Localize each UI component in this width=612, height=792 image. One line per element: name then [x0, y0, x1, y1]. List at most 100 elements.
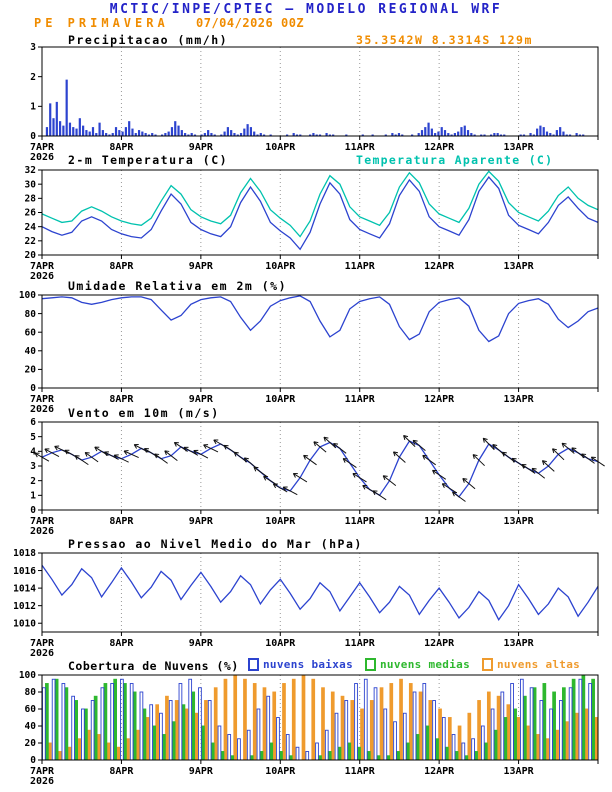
page-title: MCTIC/INPE/CPTEC — MODELO REGIONAL WRF: [109, 2, 503, 17]
svg-text:12APR: 12APR: [424, 142, 455, 153]
svg-text:13APR: 13APR: [504, 142, 535, 153]
svg-text:11APR: 11APR: [345, 142, 376, 153]
svg-text:7APR: 7APR: [30, 766, 55, 777]
svg-text:20: 20: [25, 365, 37, 376]
panel-title-clouds: Cobertura de Nuvens (%): [68, 659, 239, 673]
station-name: PE PRIMAVERA: [34, 16, 169, 30]
svg-text:9APR: 9APR: [189, 394, 214, 405]
legend-label-high-clouds: nuvens altas: [497, 658, 581, 671]
location-coords: 35.3542W 8.3314S 129m: [356, 33, 533, 47]
svg-text:7APR: 7APR: [30, 638, 55, 649]
panel-title-temperature: 2-m Temperatura (C): [68, 153, 229, 167]
panel-title-pressure: Pressao ao Nivel Medio do Mar (hPa): [68, 537, 363, 551]
svg-text:10APR: 10APR: [265, 516, 296, 527]
svg-text:3: 3: [30, 461, 36, 472]
svg-text:1016: 1016: [13, 566, 36, 577]
svg-text:1012: 1012: [13, 601, 36, 612]
legend-apparent-temperature: Temperatura Aparente (C): [356, 153, 554, 167]
legend-item-low-clouds: nuvens baixas: [248, 658, 353, 671]
svg-text:80: 80: [25, 687, 37, 698]
svg-text:10APR: 10APR: [265, 142, 296, 153]
svg-text:7APR: 7APR: [30, 142, 55, 153]
svg-text:28: 28: [25, 194, 37, 205]
svg-text:2: 2: [30, 72, 36, 83]
panel-title-wind: Vento em 10m (m/s): [68, 406, 220, 420]
svg-text:24: 24: [25, 222, 37, 233]
svg-text:13APR: 13APR: [504, 638, 535, 649]
svg-text:12APR: 12APR: [424, 261, 455, 272]
legend-label-low-clouds: nuvens baixas: [263, 658, 353, 671]
legend-item-high-clouds: nuvens altas: [482, 658, 580, 671]
svg-text:2026: 2026: [30, 776, 54, 787]
svg-text:60: 60: [25, 704, 37, 715]
svg-text:2026: 2026: [30, 152, 54, 163]
svg-text:0: 0: [30, 131, 36, 142]
low-clouds-swatch-icon: [248, 658, 259, 671]
svg-text:32: 32: [25, 165, 36, 176]
svg-text:11APR: 11APR: [345, 261, 376, 272]
svg-text:0: 0: [30, 755, 36, 766]
svg-text:30: 30: [25, 179, 37, 190]
svg-text:8APR: 8APR: [109, 142, 134, 153]
svg-text:0: 0: [30, 505, 36, 516]
svg-text:5: 5: [30, 432, 36, 443]
svg-text:40: 40: [25, 346, 37, 357]
high-clouds-swatch-icon: [482, 658, 493, 671]
svg-text:1: 1: [30, 491, 36, 502]
svg-text:22: 22: [25, 236, 36, 247]
svg-text:9APR: 9APR: [189, 142, 214, 153]
svg-text:8APR: 8APR: [109, 516, 134, 527]
svg-text:13APR: 13APR: [504, 394, 535, 405]
svg-text:3: 3: [30, 42, 36, 53]
svg-text:1018: 1018: [13, 548, 36, 559]
svg-text:4: 4: [30, 447, 36, 458]
svg-text:1010: 1010: [13, 618, 36, 629]
svg-text:20: 20: [25, 738, 37, 749]
svg-text:11APR: 11APR: [345, 766, 376, 777]
svg-text:2026: 2026: [30, 404, 54, 415]
mid-clouds-swatch-icon: [365, 658, 376, 671]
svg-text:13APR: 13APR: [504, 766, 535, 777]
svg-text:7APR: 7APR: [30, 394, 55, 405]
svg-text:60: 60: [25, 327, 37, 338]
svg-text:7APR: 7APR: [30, 261, 55, 272]
svg-text:2026: 2026: [30, 526, 54, 537]
svg-text:10APR: 10APR: [265, 638, 296, 649]
svg-text:12APR: 12APR: [424, 766, 455, 777]
svg-text:11APR: 11APR: [345, 516, 376, 527]
svg-text:13APR: 13APR: [504, 261, 535, 272]
svg-text:8APR: 8APR: [109, 766, 134, 777]
svg-text:0: 0: [30, 383, 36, 394]
panel-title-precipitation: Precipitacao (mm/h): [68, 33, 229, 47]
legend-item-mid-clouds: nuvens medias: [365, 658, 470, 671]
panel-title-humidity: Umidade Relativa em 2m (%): [68, 279, 288, 293]
svg-text:100: 100: [19, 670, 36, 681]
svg-text:9APR: 9APR: [189, 638, 214, 649]
svg-text:40: 40: [25, 721, 37, 732]
run-datetime: 07/04/2026 00Z: [196, 16, 305, 30]
svg-text:1014: 1014: [13, 583, 36, 594]
svg-text:11APR: 11APR: [345, 638, 376, 649]
svg-text:8APR: 8APR: [109, 261, 134, 272]
svg-text:1: 1: [30, 102, 36, 113]
svg-text:6: 6: [30, 417, 36, 428]
svg-text:10APR: 10APR: [265, 766, 296, 777]
svg-text:80: 80: [25, 309, 37, 320]
svg-text:9APR: 9APR: [189, 766, 214, 777]
svg-text:13APR: 13APR: [504, 516, 535, 527]
svg-text:10APR: 10APR: [265, 394, 296, 405]
svg-text:26: 26: [25, 208, 37, 219]
svg-text:12APR: 12APR: [424, 516, 455, 527]
svg-text:12APR: 12APR: [424, 638, 455, 649]
svg-text:11APR: 11APR: [345, 394, 376, 405]
svg-text:2026: 2026: [30, 648, 54, 659]
svg-text:12APR: 12APR: [424, 394, 455, 405]
svg-text:7APR: 7APR: [30, 516, 55, 527]
svg-text:2: 2: [30, 476, 36, 487]
svg-text:9APR: 9APR: [189, 261, 214, 272]
svg-text:100: 100: [19, 290, 36, 301]
svg-text:20: 20: [25, 250, 37, 261]
cloud-legend: nuvens baixas nuvens medias nuvens altas: [248, 658, 580, 671]
